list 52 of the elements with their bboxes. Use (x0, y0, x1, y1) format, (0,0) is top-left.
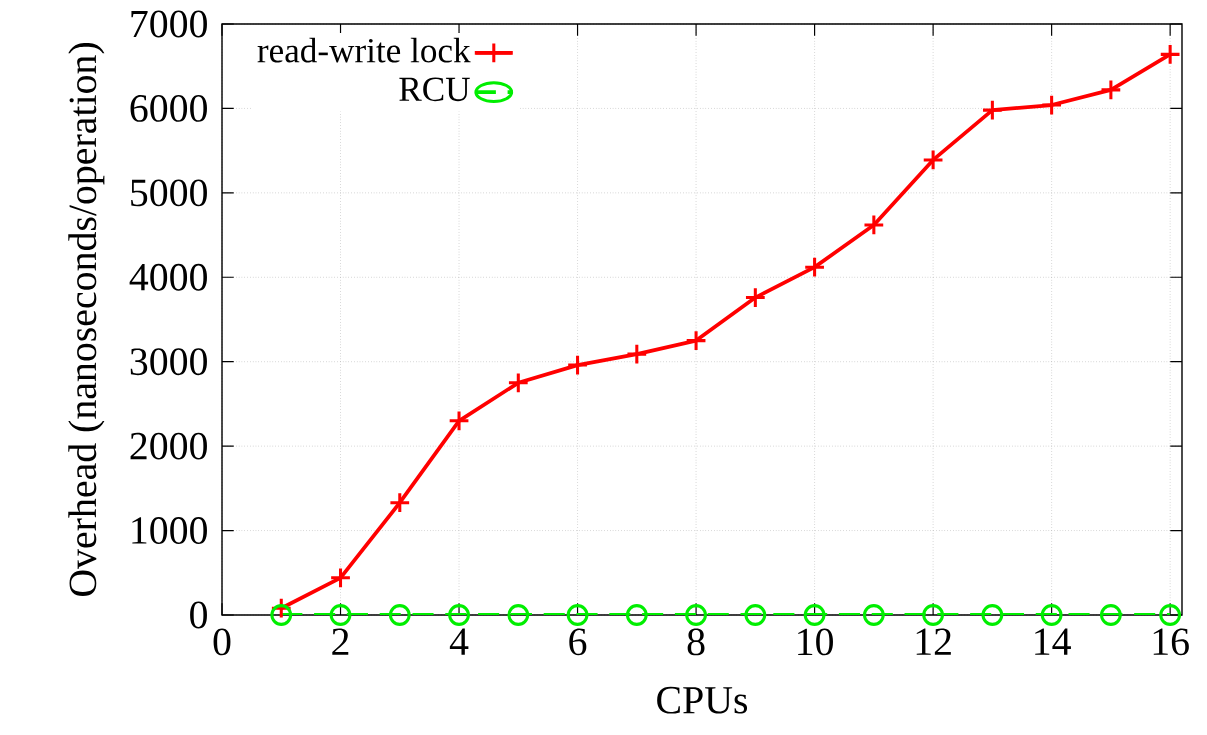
legend-label: RCU (399, 77, 470, 102)
point (744, 604, 767, 626)
y-tick-label: 7000 (131, 10, 207, 38)
x-tick-label: 16 (1153, 628, 1189, 656)
point (981, 604, 1004, 626)
y-tick-label: 0 (190, 601, 207, 629)
point (566, 604, 589, 626)
point (862, 214, 885, 236)
y-tick-label: 3000 (130, 348, 207, 376)
point (1099, 78, 1122, 101)
point (803, 256, 826, 279)
y-tick-label: 2000 (130, 432, 207, 460)
x-tick-label: 2 (332, 628, 349, 655)
x-tick-label: 10 (798, 628, 833, 656)
point (329, 566, 352, 589)
point (922, 604, 945, 626)
x-tick-label: 4 (449, 628, 469, 655)
point (862, 604, 885, 626)
point (1040, 94, 1063, 116)
point (625, 343, 648, 366)
x-axis-title: CPUs (657, 686, 748, 714)
point (329, 604, 352, 626)
y-tick-label: 4000 (129, 263, 207, 291)
point (388, 604, 411, 626)
x-tick-label: 12 (916, 628, 951, 655)
point (566, 354, 589, 376)
y-tick-label: 6000 (130, 94, 207, 122)
point (388, 491, 411, 514)
point (270, 604, 293, 626)
y-tick-label: 5000 (131, 179, 207, 207)
point (981, 99, 1004, 122)
x-tick-label: 8 (687, 628, 705, 656)
point (625, 604, 648, 626)
point (922, 149, 945, 171)
point (507, 371, 530, 394)
point (448, 604, 470, 626)
point (448, 409, 470, 432)
y-tick-label: 1000 (132, 517, 207, 544)
x-tick-label: 0 (213, 628, 231, 656)
point (744, 286, 767, 309)
point (685, 604, 707, 626)
point (1159, 604, 1182, 626)
text: read-write lock (257, 37, 471, 63)
point (803, 604, 826, 626)
point (1159, 43, 1182, 66)
point (685, 329, 707, 352)
point (507, 604, 530, 626)
x-tick-label: 6 (569, 628, 587, 656)
x-tick-label: 14 (1035, 628, 1071, 655)
point (1040, 604, 1063, 626)
y-axis-title: Overhead (nanoseconds/operation) (68, 43, 105, 597)
point (1099, 604, 1122, 626)
